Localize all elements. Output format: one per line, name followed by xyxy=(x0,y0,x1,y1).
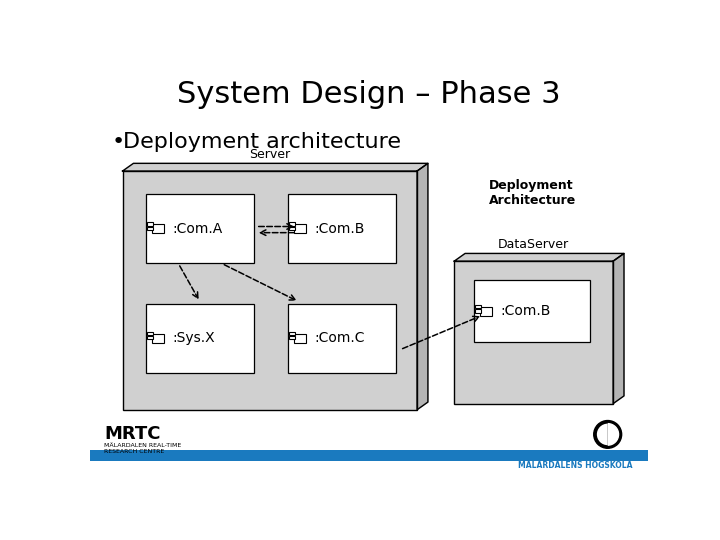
Polygon shape xyxy=(122,164,428,171)
Bar xyxy=(480,307,492,316)
Polygon shape xyxy=(417,164,428,410)
Bar xyxy=(147,222,153,226)
Polygon shape xyxy=(613,253,624,403)
Bar xyxy=(145,303,254,373)
Bar xyxy=(287,303,396,373)
Circle shape xyxy=(597,423,618,445)
Bar xyxy=(289,222,294,226)
Text: MÄLARDALEN REAL-TIME: MÄLARDALEN REAL-TIME xyxy=(104,443,181,448)
Bar xyxy=(147,332,153,335)
Bar xyxy=(152,224,164,233)
Text: MÄLARDALENS HÖGSKOLA: MÄLARDALENS HÖGSKOLA xyxy=(518,461,632,470)
Wedge shape xyxy=(594,421,608,448)
Bar xyxy=(287,194,396,264)
Bar xyxy=(289,332,294,335)
Text: System Design – Phase 3: System Design – Phase 3 xyxy=(177,79,561,109)
Bar xyxy=(289,336,294,340)
Text: Deployment
Architecture: Deployment Architecture xyxy=(489,179,577,207)
Text: MRTC: MRTC xyxy=(104,426,161,443)
Text: :Com.C: :Com.C xyxy=(314,331,364,345)
Text: :Com.B: :Com.B xyxy=(500,304,550,318)
Bar xyxy=(90,450,648,461)
Bar xyxy=(474,280,590,342)
Circle shape xyxy=(594,421,621,448)
Bar xyxy=(147,336,153,340)
Bar xyxy=(294,224,306,233)
Bar xyxy=(474,309,481,313)
Bar xyxy=(152,334,164,343)
Bar xyxy=(294,334,306,343)
Text: DataServer: DataServer xyxy=(498,238,570,251)
Bar xyxy=(474,305,481,308)
Bar xyxy=(454,261,613,403)
Text: Deployment architecture: Deployment architecture xyxy=(122,132,400,152)
Text: •: • xyxy=(112,132,125,152)
Wedge shape xyxy=(597,423,608,445)
Text: Server: Server xyxy=(249,148,290,161)
Text: :Com.B: :Com.B xyxy=(314,222,364,236)
Bar xyxy=(145,194,254,264)
Text: :Sys.X: :Sys.X xyxy=(172,331,215,345)
Bar xyxy=(147,227,153,230)
Polygon shape xyxy=(454,253,624,261)
Text: :Com.A: :Com.A xyxy=(172,222,222,236)
Bar xyxy=(122,171,417,410)
Bar xyxy=(289,227,294,230)
Text: RESEARCH CENTRE: RESEARCH CENTRE xyxy=(104,449,164,454)
